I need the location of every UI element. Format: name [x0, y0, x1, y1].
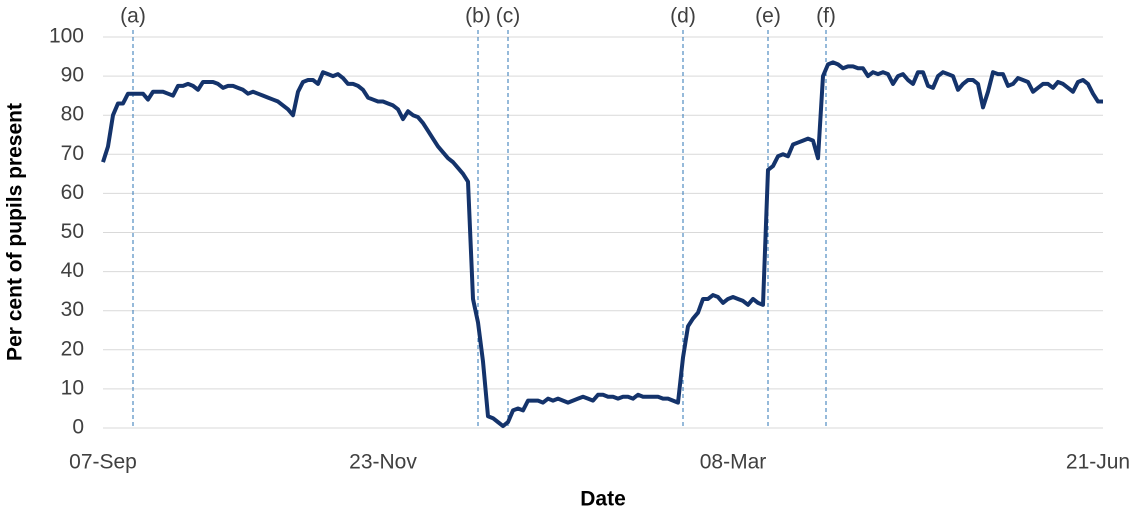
x-tick-label: 08-Mar	[700, 451, 767, 474]
annotation-label: (b)	[465, 5, 491, 28]
y-tick-label: 10	[61, 376, 84, 399]
y-tick-label: 20	[61, 337, 84, 360]
y-tick-label: 0	[72, 416, 84, 439]
y-tick-label: 40	[61, 259, 84, 282]
y-tick-label: 90	[61, 64, 84, 87]
y-tick-label: 80	[61, 103, 84, 126]
y-tick-label: 70	[61, 142, 84, 165]
y-tick-label: 100	[49, 25, 84, 48]
x-tick-label: 23-Nov	[349, 451, 417, 474]
data-line	[101, 60, 1103, 429]
y-axis-label: Per cent of pupils present	[4, 103, 27, 361]
annotation-label: (a)	[120, 5, 146, 28]
x-tick-label: 07-Sep	[69, 451, 137, 474]
x-tick-label: 21-Jun	[1066, 451, 1130, 474]
x-axis-label: Date	[580, 488, 626, 511]
y-tick-label: 30	[61, 298, 84, 321]
y-tick-label: 60	[61, 181, 84, 204]
y-tick-label: 50	[61, 220, 84, 243]
annotation-label: (c)	[496, 5, 521, 28]
annotation-label: (e)	[755, 5, 781, 28]
annotation-label: (f)	[816, 5, 836, 28]
annotation-label: (d)	[670, 5, 696, 28]
